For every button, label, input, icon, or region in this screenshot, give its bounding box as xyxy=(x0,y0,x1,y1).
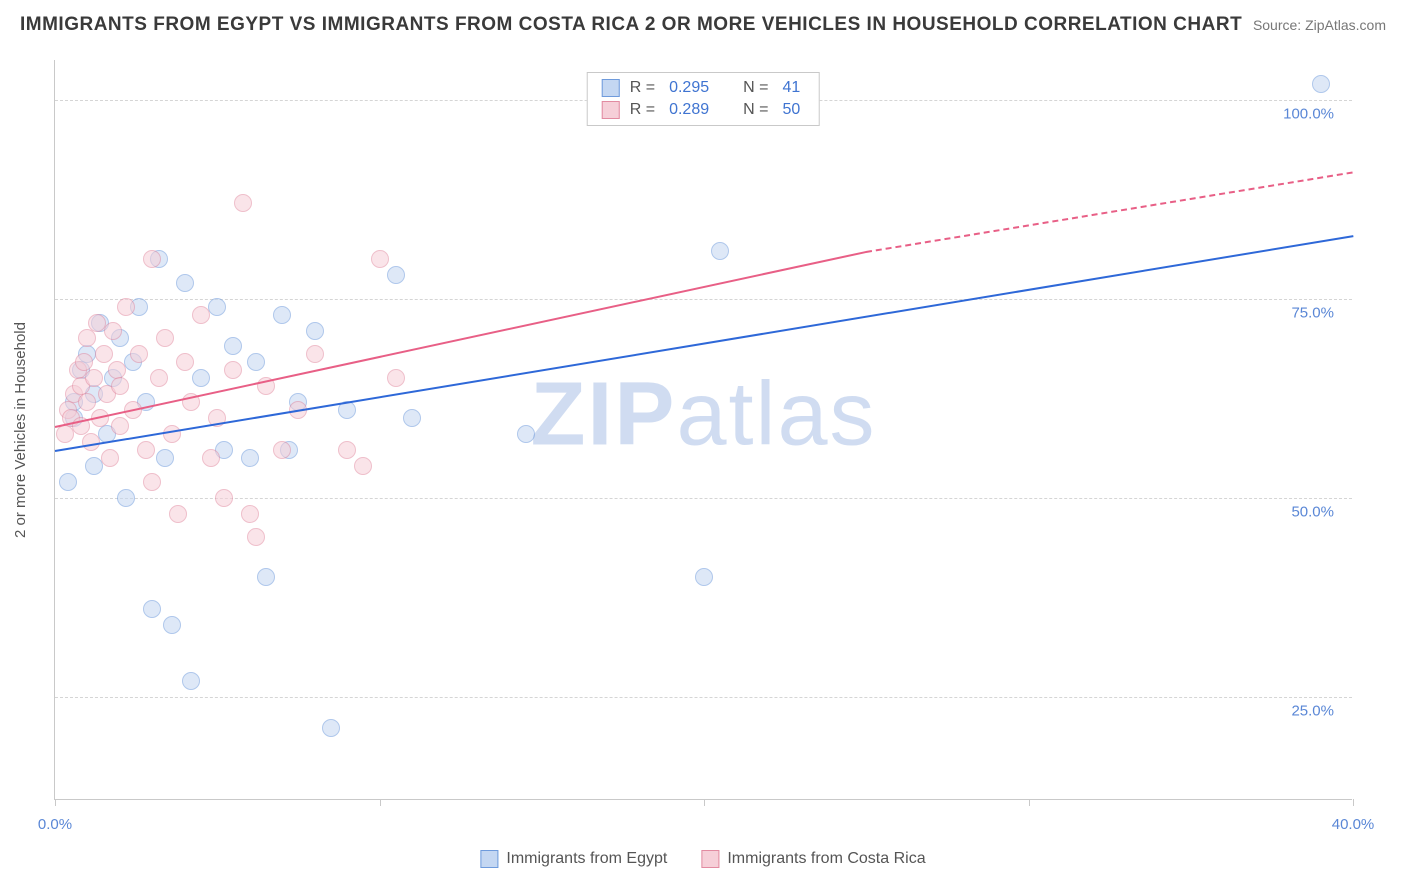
data-point-costarica xyxy=(56,425,74,443)
data-point-egypt xyxy=(517,425,535,443)
data-point-egypt xyxy=(403,409,421,427)
data-point-costarica xyxy=(130,345,148,363)
data-point-costarica xyxy=(338,441,356,459)
chart-plot-area: ZIPatlas 25.0%50.0%75.0%100.0%0.0%40.0% xyxy=(54,60,1352,800)
data-point-egypt xyxy=(695,568,713,586)
data-point-costarica xyxy=(101,449,119,467)
n-value: 50 xyxy=(782,101,800,119)
watermark: ZIPatlas xyxy=(530,363,876,466)
legend-swatch xyxy=(701,850,719,868)
data-point-costarica xyxy=(247,528,265,546)
data-point-egypt xyxy=(163,616,181,634)
data-point-costarica xyxy=(156,329,174,347)
data-point-egypt xyxy=(711,242,729,260)
data-point-egypt xyxy=(192,369,210,387)
trend-line xyxy=(866,171,1353,253)
x-tickmark xyxy=(1353,799,1354,806)
data-point-costarica xyxy=(78,393,96,411)
legend-label: Immigrants from Egypt xyxy=(506,850,667,868)
legend-stats-row-egypt: R = 0.295 N = 41 xyxy=(588,77,819,99)
y-tick-label: 50.0% xyxy=(1287,503,1338,520)
data-point-egypt xyxy=(182,672,200,690)
n-label: N = xyxy=(743,79,768,97)
legend-label: Immigrants from Costa Rica xyxy=(727,850,925,868)
x-tick-label: 40.0% xyxy=(1332,816,1375,833)
source-label: Source: ZipAtlas.com xyxy=(1253,17,1386,33)
data-point-costarica xyxy=(371,250,389,268)
data-point-egypt xyxy=(322,719,340,737)
data-point-costarica xyxy=(241,505,259,523)
n-value: 41 xyxy=(782,79,800,97)
x-tickmark xyxy=(380,799,381,806)
data-point-costarica xyxy=(192,306,210,324)
data-point-costarica xyxy=(224,361,242,379)
legend-series: Immigrants from Egypt Immigrants from Cos… xyxy=(480,850,925,868)
data-point-costarica xyxy=(163,425,181,443)
legend-stats-row-costarica: R = 0.289 N = 50 xyxy=(588,99,819,121)
x-tickmark xyxy=(55,799,56,806)
data-point-costarica xyxy=(202,449,220,467)
x-tickmark xyxy=(704,799,705,806)
data-point-egypt xyxy=(208,298,226,316)
data-point-costarica xyxy=(137,441,155,459)
y-axis-label: 2 or more Vehicles in Household xyxy=(12,322,29,538)
data-point-costarica xyxy=(85,369,103,387)
data-point-costarica xyxy=(354,457,372,475)
data-point-egypt xyxy=(1312,75,1330,93)
legend-item-egypt: Immigrants from Egypt xyxy=(480,850,667,868)
trend-line xyxy=(55,235,1353,452)
x-tickmark xyxy=(1029,799,1030,806)
legend-swatch xyxy=(480,850,498,868)
r-value: 0.295 xyxy=(669,79,709,97)
gridline xyxy=(55,697,1352,698)
data-point-costarica xyxy=(234,194,252,212)
data-point-egypt xyxy=(257,568,275,586)
data-point-costarica xyxy=(150,369,168,387)
data-point-costarica xyxy=(117,298,135,316)
data-point-egypt xyxy=(156,449,174,467)
r-label: R = xyxy=(630,101,655,119)
data-point-costarica xyxy=(306,345,324,363)
data-point-egypt xyxy=(247,353,265,371)
gridline xyxy=(55,498,1352,499)
data-point-costarica xyxy=(215,489,233,507)
data-point-costarica xyxy=(111,377,129,395)
legend-swatch xyxy=(602,79,620,97)
data-point-costarica xyxy=(111,417,129,435)
data-point-egypt xyxy=(85,457,103,475)
chart-title: IMMIGRANTS FROM EGYPT VS IMMIGRANTS FROM… xyxy=(20,14,1242,36)
data-point-costarica xyxy=(143,250,161,268)
data-point-egypt xyxy=(117,489,135,507)
data-point-costarica xyxy=(78,329,96,347)
data-point-egypt xyxy=(306,322,324,340)
data-point-costarica xyxy=(95,345,113,363)
data-point-costarica xyxy=(387,369,405,387)
data-point-costarica xyxy=(143,473,161,491)
data-point-egypt xyxy=(59,473,77,491)
data-point-costarica xyxy=(273,441,291,459)
data-point-costarica xyxy=(104,322,122,340)
y-tick-label: 25.0% xyxy=(1287,702,1338,719)
gridline xyxy=(55,299,1352,300)
data-point-costarica xyxy=(169,505,187,523)
n-label: N = xyxy=(743,101,768,119)
data-point-egypt xyxy=(241,449,259,467)
legend-stats: R = 0.295 N = 41 R = 0.289 N = 50 xyxy=(587,72,820,126)
x-tick-label: 0.0% xyxy=(38,816,72,833)
legend-swatch xyxy=(602,101,620,119)
legend-item-costarica: Immigrants from Costa Rica xyxy=(701,850,925,868)
r-label: R = xyxy=(630,79,655,97)
data-point-egypt xyxy=(143,600,161,618)
data-point-egypt xyxy=(273,306,291,324)
y-tick-label: 75.0% xyxy=(1287,304,1338,321)
data-point-costarica xyxy=(176,353,194,371)
r-value: 0.289 xyxy=(669,101,709,119)
data-point-egypt xyxy=(224,337,242,355)
y-tick-label: 100.0% xyxy=(1279,105,1338,122)
data-point-egypt xyxy=(387,266,405,284)
data-point-egypt xyxy=(176,274,194,292)
